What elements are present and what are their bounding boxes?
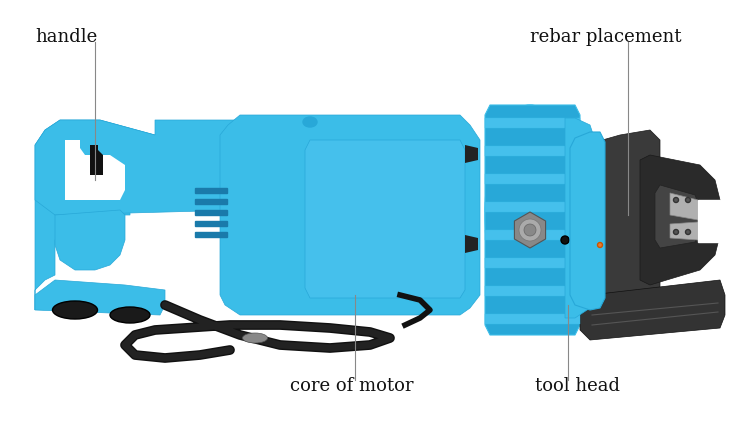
Ellipse shape — [485, 105, 575, 325]
Polygon shape — [465, 235, 478, 253]
Text: handle: handle — [35, 28, 98, 46]
Bar — [195, 188, 227, 193]
Text: rebar placement: rebar placement — [530, 28, 682, 46]
Ellipse shape — [686, 197, 691, 203]
Polygon shape — [580, 280, 725, 340]
Polygon shape — [640, 155, 720, 285]
Polygon shape — [35, 120, 240, 215]
Polygon shape — [55, 210, 125, 270]
Polygon shape — [565, 118, 595, 318]
Bar — [485, 230, 580, 240]
Bar — [485, 286, 580, 296]
Polygon shape — [220, 115, 480, 315]
Ellipse shape — [674, 197, 679, 203]
Ellipse shape — [53, 301, 98, 319]
Text: tool head: tool head — [535, 377, 620, 395]
Text: core of motor: core of motor — [290, 377, 413, 395]
Bar — [485, 174, 580, 184]
Bar — [485, 258, 580, 268]
Polygon shape — [465, 145, 478, 163]
Bar — [195, 221, 227, 226]
Ellipse shape — [686, 230, 691, 235]
Polygon shape — [65, 140, 125, 200]
Ellipse shape — [561, 236, 569, 244]
Polygon shape — [35, 280, 165, 315]
Polygon shape — [670, 193, 698, 220]
Bar — [195, 210, 227, 215]
Ellipse shape — [110, 307, 150, 323]
Polygon shape — [670, 222, 698, 240]
Ellipse shape — [303, 117, 317, 127]
Ellipse shape — [674, 230, 679, 235]
Ellipse shape — [519, 219, 541, 241]
Bar — [698, 200, 720, 242]
Polygon shape — [35, 120, 155, 310]
Polygon shape — [90, 145, 103, 175]
Polygon shape — [305, 140, 465, 298]
Bar — [485, 202, 580, 212]
Ellipse shape — [242, 333, 268, 343]
Bar — [485, 118, 580, 128]
Bar — [195, 232, 227, 237]
Polygon shape — [570, 132, 605, 310]
Ellipse shape — [524, 224, 536, 236]
Polygon shape — [485, 105, 580, 335]
Bar — [485, 146, 580, 156]
Bar — [485, 314, 580, 324]
Bar — [195, 199, 227, 204]
Polygon shape — [240, 120, 400, 305]
Ellipse shape — [598, 243, 602, 247]
Polygon shape — [655, 185, 700, 248]
Polygon shape — [580, 130, 670, 320]
